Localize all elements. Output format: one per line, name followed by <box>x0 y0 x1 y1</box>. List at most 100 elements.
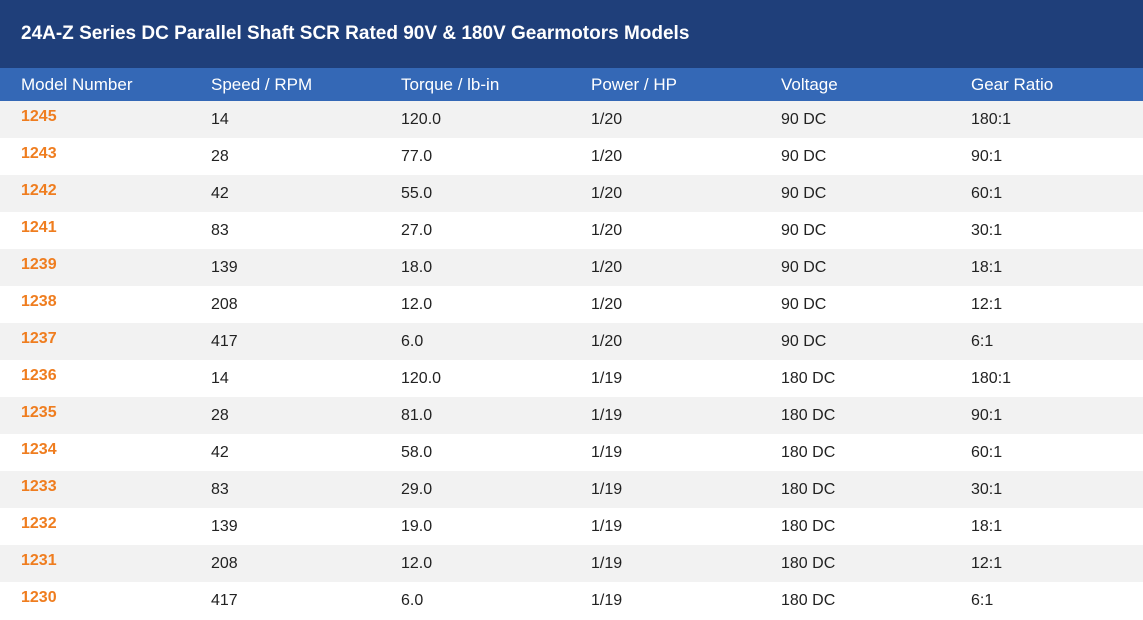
table-row: 1237 417 6.0 1/20 90 DC 6:1 <box>0 323 1143 360</box>
gear-ratio-cell: 12:1 <box>971 295 1003 313</box>
power-cell: 1/20 <box>591 110 623 128</box>
model-number-cell[interactable]: 1231 <box>21 551 57 569</box>
voltage-cell: 90 DC <box>781 221 827 239</box>
model-number-cell[interactable]: 1241 <box>21 218 57 236</box>
power-cell: 1/19 <box>591 554 623 572</box>
torque-cell: 6.0 <box>401 332 424 350</box>
voltage-cell: 90 DC <box>781 258 827 276</box>
voltage-cell: 180 DC <box>781 369 836 387</box>
gear-ratio-cell: 180:1 <box>971 110 1012 128</box>
voltage-cell: 180 DC <box>781 517 836 535</box>
model-number-cell[interactable]: 1238 <box>21 292 57 310</box>
model-number-cell[interactable]: 1239 <box>21 255 57 273</box>
voltage-cell: 90 DC <box>781 295 827 313</box>
voltage-cell: 180 DC <box>781 480 836 498</box>
model-number-cell[interactable]: 1235 <box>21 403 57 421</box>
power-cell: 1/19 <box>591 591 623 609</box>
table-row: 1230 417 6.0 1/19 180 DC 6:1 <box>0 582 1143 619</box>
model-number-cell[interactable]: 1232 <box>21 514 57 532</box>
speed-cell: 28 <box>211 147 229 165</box>
voltage-cell: 90 DC <box>781 110 827 128</box>
gear-ratio-cell: 6:1 <box>971 591 994 609</box>
gear-ratio-cell: 18:1 <box>971 258 1003 276</box>
table-row: 1234 42 58.0 1/19 180 DC 60:1 <box>0 434 1143 471</box>
column-header-speed: Speed / RPM <box>211 74 313 94</box>
gear-ratio-cell: 90:1 <box>971 406 1003 424</box>
gear-ratio-cell: 60:1 <box>971 184 1003 202</box>
power-cell: 1/19 <box>591 406 623 424</box>
voltage-cell: 90 DC <box>781 184 827 202</box>
gear-ratio-cell: 12:1 <box>971 554 1003 572</box>
gear-ratio-cell: 6:1 <box>971 332 994 350</box>
model-number-cell[interactable]: 1230 <box>21 588 57 606</box>
table-row: 1242 42 55.0 1/20 90 DC 60:1 <box>0 175 1143 212</box>
table-row: 1239 139 18.0 1/20 90 DC 18:1 <box>0 249 1143 286</box>
torque-cell: 27.0 <box>401 221 433 239</box>
power-cell: 1/20 <box>591 332 623 350</box>
model-number-cell[interactable]: 1234 <box>21 440 57 458</box>
power-cell: 1/19 <box>591 443 623 461</box>
speed-cell: 42 <box>211 184 229 202</box>
table-row: 1243 28 77.0 1/20 90 DC 90:1 <box>0 138 1143 175</box>
speed-cell: 42 <box>211 443 229 461</box>
column-header-torque: Torque / lb-in <box>401 74 500 94</box>
power-cell: 1/20 <box>591 258 623 276</box>
model-number-cell[interactable]: 1237 <box>21 329 57 347</box>
model-number-cell[interactable]: 1236 <box>21 366 57 384</box>
torque-cell: 18.0 <box>401 258 433 276</box>
model-number-cell[interactable]: 1233 <box>21 477 57 495</box>
voltage-cell: 180 DC <box>781 443 836 461</box>
torque-cell: 12.0 <box>401 554 433 572</box>
gear-ratio-cell: 180:1 <box>971 369 1012 387</box>
gear-ratio-cell: 18:1 <box>971 517 1003 535</box>
voltage-cell: 180 DC <box>781 406 836 424</box>
table-row: 1233 83 29.0 1/19 180 DC 30:1 <box>0 471 1143 508</box>
torque-cell: 120.0 <box>401 369 442 387</box>
voltage-cell: 180 DC <box>781 591 836 609</box>
table-title: 24A-Z Series DC Parallel Shaft SCR Rated… <box>21 23 690 44</box>
column-header-gear-ratio: Gear Ratio <box>971 74 1054 94</box>
table-row: 1236 14 120.0 1/19 180 DC 180:1 <box>0 360 1143 397</box>
speed-cell: 417 <box>211 591 238 609</box>
gear-ratio-cell: 30:1 <box>971 480 1003 498</box>
table-row: 1231 208 12.0 1/19 180 DC 12:1 <box>0 545 1143 582</box>
power-cell: 1/20 <box>591 184 623 202</box>
power-cell: 1/19 <box>591 480 623 498</box>
speed-cell: 14 <box>211 110 229 128</box>
gear-ratio-cell: 60:1 <box>971 443 1003 461</box>
model-number-cell[interactable]: 1243 <box>21 144 57 162</box>
model-number-cell[interactable]: 1242 <box>21 181 57 199</box>
voltage-cell: 90 DC <box>781 147 827 165</box>
torque-cell: 19.0 <box>401 517 433 535</box>
model-number-cell[interactable]: 1245 <box>21 107 57 125</box>
table-header-row: Model Number Speed / RPM Torque / lb-in … <box>0 68 1143 101</box>
voltage-cell: 90 DC <box>781 332 827 350</box>
column-header-power: Power / HP <box>591 74 677 94</box>
torque-cell: 55.0 <box>401 184 433 202</box>
table-row: 1245 14 120.0 1/20 90 DC 180:1 <box>0 101 1143 138</box>
speed-cell: 417 <box>211 332 238 350</box>
table-row: 1238 208 12.0 1/20 90 DC 12:1 <box>0 286 1143 323</box>
table-body: 1245 14 120.0 1/20 90 DC 180:1 1243 28 77.0 1/20 9… <box>0 101 1143 619</box>
speed-cell: 139 <box>211 258 238 276</box>
torque-cell: 58.0 <box>401 443 433 461</box>
gear-ratio-cell: 90:1 <box>971 147 1003 165</box>
column-header-voltage: Voltage <box>781 74 838 94</box>
power-cell: 1/19 <box>591 517 623 535</box>
speed-cell: 14 <box>211 369 229 387</box>
speed-cell: 208 <box>211 295 238 313</box>
table-row: 1235 28 81.0 1/19 180 DC 90:1 <box>0 397 1143 434</box>
torque-cell: 120.0 <box>401 110 442 128</box>
power-cell: 1/20 <box>591 147 623 165</box>
speed-cell: 28 <box>211 406 229 424</box>
torque-cell: 12.0 <box>401 295 433 313</box>
speed-cell: 139 <box>211 517 238 535</box>
column-header-model-number: Model Number <box>21 74 133 94</box>
speed-cell: 208 <box>211 554 238 572</box>
gear-ratio-cell: 30:1 <box>971 221 1003 239</box>
torque-cell: 77.0 <box>401 147 433 165</box>
torque-cell: 6.0 <box>401 591 424 609</box>
torque-cell: 29.0 <box>401 480 433 498</box>
voltage-cell: 180 DC <box>781 554 836 572</box>
